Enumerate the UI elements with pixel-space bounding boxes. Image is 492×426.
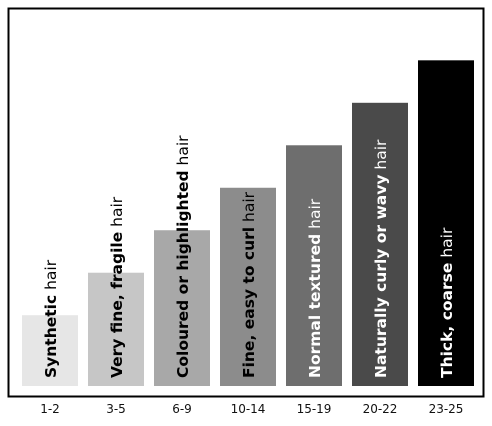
x-tick-label: 1-2 xyxy=(40,402,60,416)
bar-label-bold: Normal textured xyxy=(306,234,324,378)
x-tick-label: 20-22 xyxy=(363,402,398,416)
bar-15-19 xyxy=(286,145,342,386)
bar-label: Very fine, fragile hair xyxy=(108,196,126,378)
bar-label: Coloured or highlighted hair xyxy=(174,135,192,378)
bar-10-14 xyxy=(220,187,276,386)
bar-label-bold: Naturally curly or wavy xyxy=(372,175,390,378)
bar-label-bold: Very fine, fragile xyxy=(108,232,126,378)
bar-23-25 xyxy=(418,60,474,386)
bar-label-regular: hair xyxy=(240,191,258,227)
bar-label-bold: Fine, easy to curl xyxy=(240,227,258,378)
x-tick-label: 23-25 xyxy=(429,402,464,416)
bar-label: Naturally curly or wavy hair xyxy=(372,139,390,378)
x-tick-label: 15-19 xyxy=(297,402,332,416)
bar-label-regular: hair xyxy=(108,196,126,232)
bar-20-22 xyxy=(352,102,408,387)
bar-label: Thick, coarse hair xyxy=(438,227,456,378)
bar-label: Normal textured hair xyxy=(306,198,324,378)
bar-label-bold: Thick, coarse xyxy=(438,263,456,378)
x-tick-label: 3-5 xyxy=(106,402,126,416)
bar-label-bold: Coloured or highlighted xyxy=(174,170,192,378)
bar-6-9 xyxy=(154,230,210,386)
bar-label-regular: hair xyxy=(42,259,60,295)
bars-group: Synthetic hair Very fine, fragile hair Col… xyxy=(22,60,474,387)
bar-label-regular: hair xyxy=(438,227,456,263)
bar-label-bold: Synthetic xyxy=(42,295,60,378)
bar-label-regular: hair xyxy=(174,135,192,171)
bar-label-regular: hair xyxy=(372,139,390,175)
bar-label: Fine, easy to curl hair xyxy=(240,191,258,378)
bar-label: Synthetic hair xyxy=(42,259,60,378)
bar-1-2 xyxy=(22,315,78,386)
x-tick-label: 10-14 xyxy=(231,402,266,416)
x-tick-label: 6-9 xyxy=(172,402,192,416)
x-tick-labels: 1-2 3-5 6-9 10-14 15-19 20-22 23-25 xyxy=(40,402,463,416)
bar-label-regular: hair xyxy=(306,198,324,234)
bar-3-5 xyxy=(88,272,144,386)
